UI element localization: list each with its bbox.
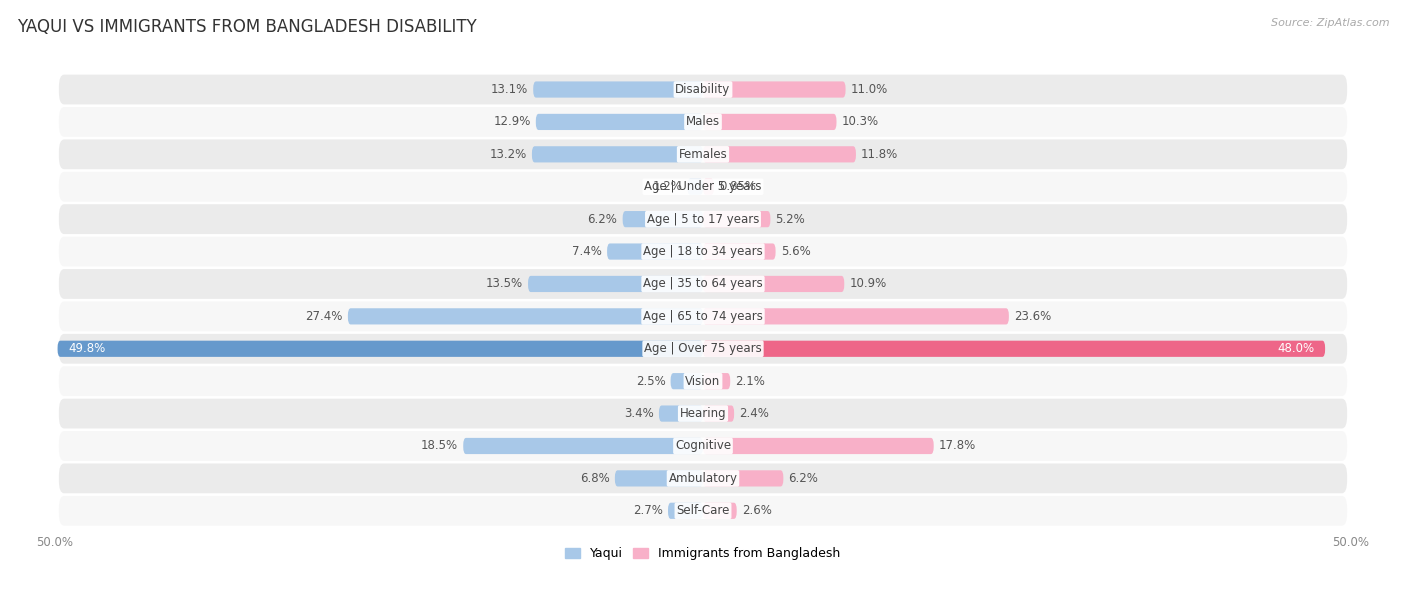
- Text: Hearing: Hearing: [679, 407, 727, 420]
- Text: Cognitive: Cognitive: [675, 439, 731, 452]
- Text: 1.2%: 1.2%: [652, 181, 682, 193]
- Text: 2.4%: 2.4%: [740, 407, 769, 420]
- Text: 6.2%: 6.2%: [588, 212, 617, 226]
- Text: 0.85%: 0.85%: [720, 181, 756, 193]
- Text: Self-Care: Self-Care: [676, 504, 730, 517]
- FancyBboxPatch shape: [703, 406, 734, 422]
- Text: 10.9%: 10.9%: [849, 277, 887, 291]
- FancyBboxPatch shape: [703, 308, 1010, 324]
- FancyBboxPatch shape: [614, 470, 703, 487]
- FancyBboxPatch shape: [59, 172, 1347, 201]
- FancyBboxPatch shape: [59, 75, 1347, 105]
- Text: 23.6%: 23.6%: [1014, 310, 1052, 323]
- Text: 5.6%: 5.6%: [780, 245, 810, 258]
- FancyBboxPatch shape: [531, 146, 703, 162]
- Text: Males: Males: [686, 116, 720, 129]
- FancyBboxPatch shape: [703, 244, 776, 259]
- Text: 2.6%: 2.6%: [742, 504, 772, 517]
- Text: 3.4%: 3.4%: [624, 407, 654, 420]
- FancyBboxPatch shape: [703, 81, 845, 98]
- FancyBboxPatch shape: [59, 496, 1347, 526]
- FancyBboxPatch shape: [688, 179, 703, 195]
- Text: Age | 35 to 64 years: Age | 35 to 64 years: [643, 277, 763, 291]
- Text: Ambulatory: Ambulatory: [668, 472, 738, 485]
- FancyBboxPatch shape: [703, 276, 844, 292]
- FancyBboxPatch shape: [58, 341, 703, 357]
- FancyBboxPatch shape: [703, 438, 934, 454]
- FancyBboxPatch shape: [59, 140, 1347, 170]
- FancyBboxPatch shape: [536, 114, 703, 130]
- FancyBboxPatch shape: [59, 302, 1347, 331]
- FancyBboxPatch shape: [529, 276, 703, 292]
- Text: 2.1%: 2.1%: [735, 375, 765, 387]
- Text: 13.5%: 13.5%: [485, 277, 523, 291]
- Text: 10.3%: 10.3%: [842, 116, 879, 129]
- Text: 6.8%: 6.8%: [579, 472, 610, 485]
- FancyBboxPatch shape: [347, 308, 703, 324]
- Text: Age | 18 to 34 years: Age | 18 to 34 years: [643, 245, 763, 258]
- Text: 6.2%: 6.2%: [789, 472, 818, 485]
- Text: Age | Over 75 years: Age | Over 75 years: [644, 342, 762, 356]
- Text: 17.8%: 17.8%: [939, 439, 976, 452]
- Text: 48.0%: 48.0%: [1278, 342, 1315, 356]
- Text: Age | 5 to 17 years: Age | 5 to 17 years: [647, 212, 759, 226]
- FancyBboxPatch shape: [703, 114, 837, 130]
- Text: 11.0%: 11.0%: [851, 83, 889, 96]
- Text: 7.4%: 7.4%: [572, 245, 602, 258]
- Text: 11.8%: 11.8%: [860, 148, 898, 161]
- FancyBboxPatch shape: [703, 373, 730, 389]
- FancyBboxPatch shape: [671, 373, 703, 389]
- Text: Source: ZipAtlas.com: Source: ZipAtlas.com: [1271, 18, 1389, 28]
- FancyBboxPatch shape: [59, 237, 1347, 266]
- Legend: Yaqui, Immigrants from Bangladesh: Yaqui, Immigrants from Bangladesh: [561, 542, 845, 565]
- FancyBboxPatch shape: [59, 107, 1347, 137]
- Text: 12.9%: 12.9%: [494, 116, 530, 129]
- FancyBboxPatch shape: [703, 470, 783, 487]
- FancyBboxPatch shape: [659, 406, 703, 422]
- Text: Vision: Vision: [685, 375, 721, 387]
- FancyBboxPatch shape: [703, 341, 1324, 357]
- Text: 2.7%: 2.7%: [633, 504, 662, 517]
- FancyBboxPatch shape: [463, 438, 703, 454]
- FancyBboxPatch shape: [533, 81, 703, 98]
- Text: Females: Females: [679, 148, 727, 161]
- FancyBboxPatch shape: [703, 211, 770, 227]
- FancyBboxPatch shape: [607, 244, 703, 259]
- FancyBboxPatch shape: [59, 366, 1347, 396]
- FancyBboxPatch shape: [59, 269, 1347, 299]
- Text: YAQUI VS IMMIGRANTS FROM BANGLADESH DISABILITY: YAQUI VS IMMIGRANTS FROM BANGLADESH DISA…: [17, 18, 477, 36]
- FancyBboxPatch shape: [59, 204, 1347, 234]
- Text: 5.2%: 5.2%: [776, 212, 806, 226]
- Text: 18.5%: 18.5%: [420, 439, 458, 452]
- FancyBboxPatch shape: [668, 502, 703, 519]
- FancyBboxPatch shape: [59, 431, 1347, 461]
- FancyBboxPatch shape: [59, 334, 1347, 364]
- Text: Age | Under 5 years: Age | Under 5 years: [644, 181, 762, 193]
- Text: Disability: Disability: [675, 83, 731, 96]
- Text: 2.5%: 2.5%: [636, 375, 665, 387]
- Text: 13.1%: 13.1%: [491, 83, 529, 96]
- Text: 13.2%: 13.2%: [489, 148, 527, 161]
- Text: 27.4%: 27.4%: [305, 310, 343, 323]
- FancyBboxPatch shape: [703, 502, 737, 519]
- FancyBboxPatch shape: [59, 463, 1347, 493]
- FancyBboxPatch shape: [703, 179, 714, 195]
- Text: Age | 65 to 74 years: Age | 65 to 74 years: [643, 310, 763, 323]
- FancyBboxPatch shape: [59, 398, 1347, 428]
- Text: 49.8%: 49.8%: [67, 342, 105, 356]
- FancyBboxPatch shape: [623, 211, 703, 227]
- FancyBboxPatch shape: [703, 146, 856, 162]
